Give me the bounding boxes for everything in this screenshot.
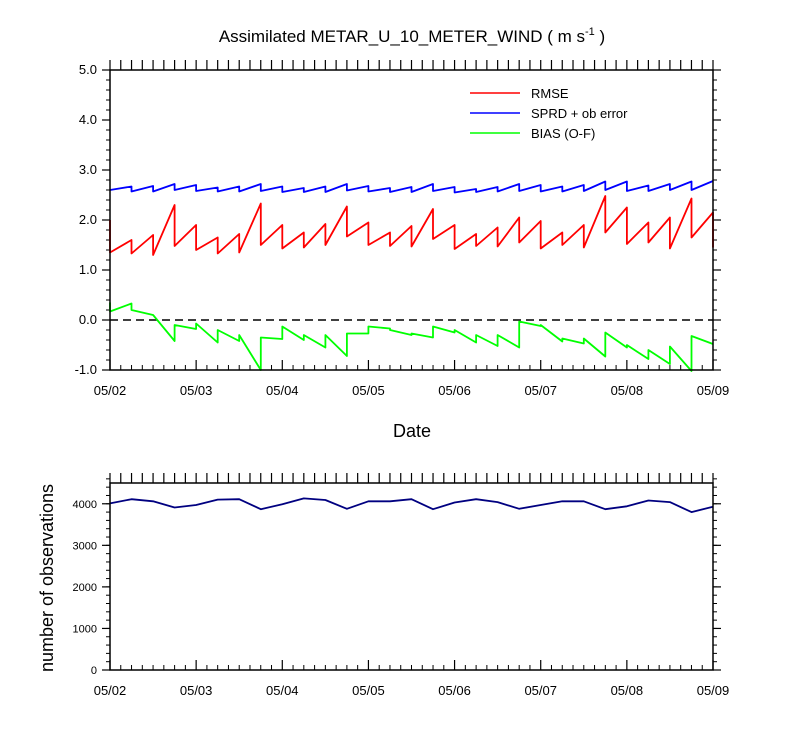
bottom-chart-x-tick-label: 05/02: [94, 683, 127, 698]
top-chart-title-superscript: -1: [585, 26, 595, 38]
top-chart-y-tick-label: -1.0: [75, 362, 97, 377]
top-chart-x-tick-label: 05/06: [438, 383, 471, 398]
top-chart-x-tick-label: 05/08: [611, 383, 644, 398]
legend-label-bias: BIAS (O-F): [531, 126, 595, 141]
bottom-chart-x-tick-label: 05/03: [180, 683, 213, 698]
top-chart-series-line-sprd-ob-error: [109, 180, 714, 194]
bottom-chart-y-tick-label: 4000: [73, 499, 97, 511]
legend: RMSE SPRD + ob error BIAS (O-F): [470, 86, 628, 141]
top-chart-axes: 05/02 05/03 05/04 05/05 05/06 05/07 05/08 05/09…: [75, 60, 730, 398]
top-chart-x-tick-label: 05/04: [266, 383, 299, 398]
top-chart-series-line-rmse: [109, 195, 714, 256]
top-chart-title: Assimilated METAR_U_10_METER_WIND ( m s-…: [219, 26, 605, 46]
top-chart-x-tick-label: 05/09: [697, 383, 730, 398]
bottom-chart-x-tick-label: 05/04: [266, 683, 299, 698]
legend-label-rmse: RMSE: [531, 86, 569, 101]
bottom-chart-x-tick-label: 05/09: [697, 683, 730, 698]
top-chart-series-line-bias-o-f: [109, 302, 714, 372]
top-chart-y-tick-label: 5.0: [79, 62, 97, 77]
bottom-chart-x-tick-label: 05/07: [524, 683, 557, 698]
top-chart-x-tick-label: 05/07: [524, 383, 557, 398]
bottom-chart-y-axis-label: number of observations: [37, 484, 57, 672]
bottom-chart-y-tick-label: 0: [91, 665, 97, 677]
top-chart-y-tick-label: 3.0: [79, 162, 97, 177]
top-chart-y-tick-label: 1.0: [79, 262, 97, 277]
top-chart-y-tick-label: 4.0: [79, 112, 97, 127]
top-chart: Assimilated METAR_U_10_METER_WIND ( m s-…: [75, 26, 730, 441]
top-chart-y-tick-label: 2.0: [79, 212, 97, 227]
top-chart-title-main: Assimilated METAR_U_10_METER_WIND ( m s: [219, 27, 585, 46]
top-chart-y-tick-label: 0.0: [79, 312, 97, 327]
top-chart-series: [109, 180, 714, 372]
top-chart-x-tick-label: 05/03: [180, 383, 213, 398]
bottom-chart-x-tick-label: 05/05: [352, 683, 385, 698]
top-chart-x-tick-label: 05/02: [94, 383, 127, 398]
top-chart-frame: [109, 69, 714, 371]
top-chart-x-axis-label: Date: [393, 421, 431, 441]
top-chart-title-close: ): [595, 27, 605, 46]
legend-label-sprd: SPRD + ob error: [531, 106, 628, 121]
bottom-chart-frame: [109, 482, 714, 671]
bottom-chart-y-tick-label: 1000: [73, 623, 97, 635]
bottom-chart-x-tick-label: 05/06: [438, 683, 471, 698]
bottom-chart-x-tick-label: 05/08: [611, 683, 644, 698]
bottom-chart-series: [109, 497, 714, 513]
bottom-chart-y-tick-label: 2000: [73, 582, 97, 594]
bottom-chart: 05/02 05/03 05/04 05/05 05/06 05/07 05/08 05/09…: [37, 473, 729, 698]
top-chart-x-tick-label: 05/05: [352, 383, 385, 398]
bottom-chart-y-tick-label: 3000: [73, 540, 97, 552]
bottom-chart-series-line-observations: [109, 497, 714, 513]
